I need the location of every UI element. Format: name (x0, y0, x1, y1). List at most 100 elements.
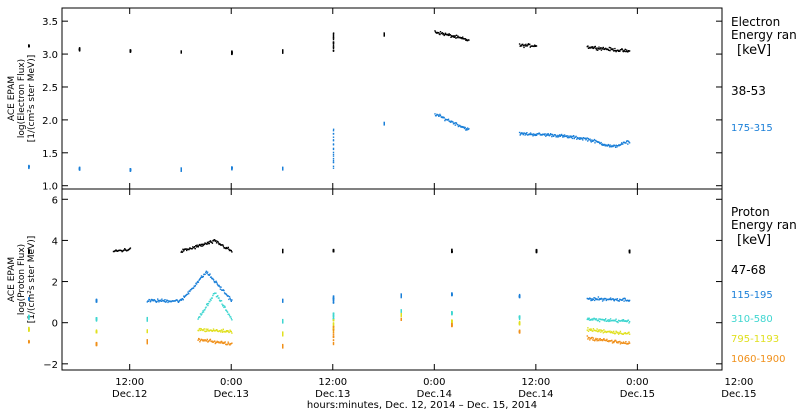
data-point (601, 330, 604, 332)
data-point (212, 328, 215, 330)
data-point (332, 153, 335, 156)
data-point (589, 297, 591, 299)
data-point (622, 50, 625, 53)
data-point (628, 249, 631, 251)
data-point (545, 134, 548, 136)
data-point (595, 318, 598, 320)
data-point (449, 34, 452, 36)
data-point (572, 135, 574, 138)
data-point (535, 133, 537, 136)
data-point (526, 132, 528, 134)
data-point (207, 242, 209, 245)
data-point (95, 332, 98, 334)
data-point (596, 340, 598, 342)
data-point (203, 243, 206, 246)
data-point (332, 328, 335, 330)
data-point (206, 303, 208, 306)
data-point (78, 49, 81, 51)
data-point (78, 48, 81, 50)
data-point (231, 169, 233, 171)
data-point (556, 135, 558, 137)
data-point (442, 33, 444, 36)
data-point (556, 136, 558, 138)
data-point (332, 330, 335, 332)
data-point (588, 337, 590, 339)
data-point (547, 133, 549, 135)
data-point (209, 240, 212, 242)
data-point (332, 301, 335, 303)
data-point (604, 319, 606, 321)
legend-subtitle-electron: Energy ran (731, 28, 797, 42)
data-point (526, 45, 528, 47)
data-point (332, 151, 335, 154)
data-point (229, 329, 231, 331)
legend-entry-proton-795-1193: 795-1193 (731, 334, 779, 345)
data-point (146, 318, 148, 320)
data-point (199, 244, 201, 246)
data-point (598, 339, 600, 342)
data-point (597, 338, 599, 340)
data-point (438, 115, 440, 117)
data-point (603, 299, 605, 301)
data-point (608, 144, 610, 147)
data-point (590, 299, 592, 302)
data-point (202, 339, 205, 341)
x-tick-date-label: Dec.13 (315, 389, 350, 400)
legend-entry-proton-115-195: 115-195 (731, 290, 773, 301)
data-point (566, 135, 568, 137)
data-point (28, 249, 30, 251)
data-point (400, 318, 402, 321)
y-tick-label-proton: 2 (52, 278, 58, 289)
data-point (204, 307, 207, 309)
data-point (590, 140, 592, 142)
data-point (228, 248, 230, 250)
data-point (332, 339, 335, 341)
data-point (180, 169, 182, 171)
data-point (217, 241, 219, 243)
data-point (559, 134, 561, 136)
data-point (149, 301, 152, 303)
data-point (522, 44, 525, 47)
data-point (178, 300, 180, 303)
y-axis-label-proton: ACE EPAM (7, 257, 17, 302)
data-point (605, 339, 607, 342)
data-point (223, 306, 225, 309)
data-point (451, 251, 453, 254)
data-point (454, 35, 456, 37)
data-point (230, 316, 232, 318)
x-tick-date-label: Dec.15 (721, 389, 756, 400)
x-tick-time-label: 0:00 (423, 377, 445, 388)
data-point (332, 165, 335, 167)
data-point (628, 321, 631, 323)
data-point (438, 32, 440, 34)
data-point (558, 135, 560, 137)
data-point (219, 330, 221, 332)
data-point (226, 330, 228, 333)
data-point (622, 342, 624, 344)
data-point (452, 36, 455, 38)
data-point (231, 342, 233, 344)
data-point (518, 295, 521, 297)
data-point (587, 137, 589, 140)
data-point (601, 143, 603, 145)
legend-entry-proton-310-580: 310-580 (731, 314, 773, 325)
data-point (615, 144, 617, 146)
data-point (587, 330, 590, 332)
y-axis-label-proton: log(Proton Flux) (17, 244, 27, 315)
data-point (332, 335, 335, 337)
data-point (617, 333, 620, 335)
data-point (231, 166, 233, 168)
data-point (400, 296, 402, 299)
data-point (332, 161, 335, 163)
data-point (153, 299, 156, 301)
data-point (129, 247, 132, 249)
data-point (579, 138, 581, 140)
data-point (211, 340, 213, 342)
data-point (616, 321, 619, 323)
x-tick-time-label: 0:00 (220, 377, 242, 388)
y-tick-label-electron: 1.5 (42, 149, 58, 160)
data-point (202, 329, 205, 331)
data-point (459, 125, 461, 127)
data-point (222, 304, 224, 306)
data-point (231, 332, 233, 334)
